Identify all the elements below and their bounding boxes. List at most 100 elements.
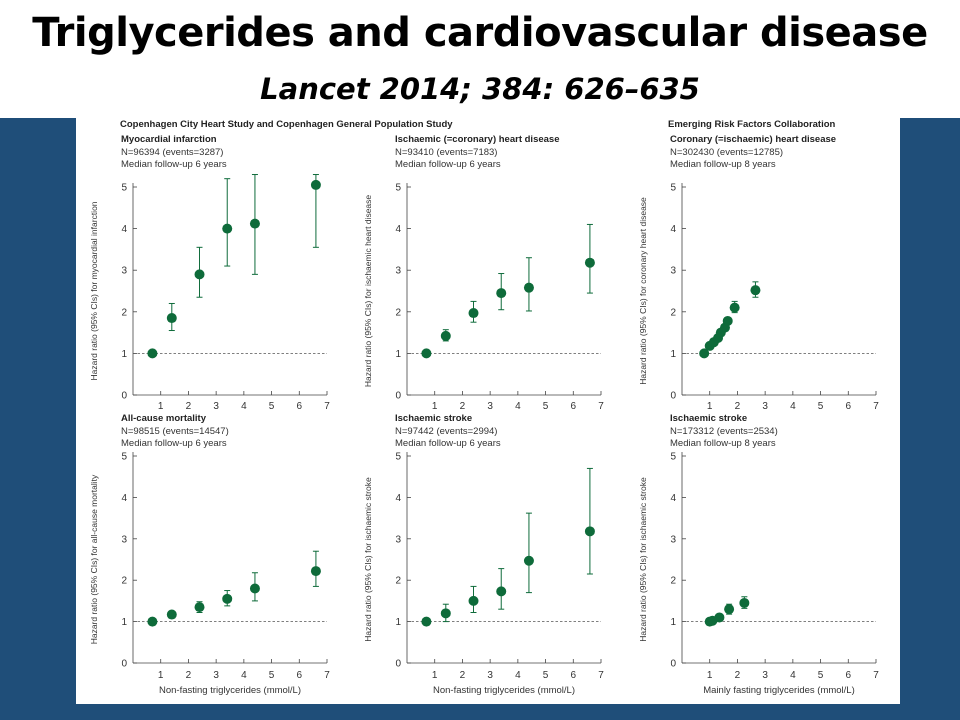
data-point [194, 602, 205, 613]
y-tick-label: 1 [121, 349, 127, 360]
x-tick-label: 7 [873, 401, 879, 412]
x-tick-label: 6 [297, 670, 303, 681]
x-tick-label: 1 [707, 670, 713, 681]
y-tick-label: 2 [395, 307, 401, 318]
panel-title: Coronary (=ischaemic) heart disease [670, 134, 836, 145]
x-tick-label: 4 [241, 670, 247, 681]
data-point [166, 609, 177, 620]
x-tick-label: 5 [269, 670, 275, 681]
data-point [496, 288, 507, 299]
y-tick-label: 3 [395, 266, 401, 277]
x-tick-label: 1 [158, 401, 164, 412]
data-point [440, 330, 451, 341]
x-tick-label: 3 [762, 670, 768, 681]
data-point [310, 179, 321, 190]
y-tick-label: 5 [395, 183, 401, 194]
x-tick-label: 5 [543, 401, 549, 412]
figure-panel: Copenhagen City Heart Study and Copenhag… [76, 110, 900, 704]
x-tick-label: 1 [432, 670, 438, 681]
y-tick-label: 4 [395, 493, 401, 504]
y-tick-label: 1 [670, 617, 676, 628]
y-axis-label: Hazard ratio (95% CIs) for ischaemic str… [363, 477, 373, 642]
data-point [714, 612, 725, 623]
panel-title: Ischaemic stroke [395, 413, 472, 424]
panel-info-line: N=97442 (events=2994) [395, 426, 497, 437]
x-tick-label: 3 [487, 401, 493, 412]
data-point [750, 285, 761, 296]
panel-info-line: Median follow-up 8 years [670, 438, 776, 449]
group-title-erfc: Emerging Risk Factors Collaboration [668, 119, 836, 130]
panel-title: All-cause mortality [121, 413, 207, 424]
panel-info-line: N=93410 (events=7183) [395, 147, 497, 158]
y-tick-label: 3 [395, 534, 401, 545]
chart-panel-2: Ischaemic (=coronary) heart disease N=934… [363, 134, 604, 412]
chart-panel-3: Coronary (=ischaemic) heart disease N=302… [638, 134, 879, 412]
y-tick-label: 4 [121, 224, 127, 235]
panel-title: Myocardial infarction [121, 134, 217, 145]
y-tick-label: 5 [670, 183, 676, 194]
y-tick-label: 3 [670, 534, 676, 545]
x-tick-label: 3 [487, 670, 493, 681]
y-tick-label: 4 [121, 493, 127, 504]
slide-subtitle: Lancet 2014; 384: 626–635 [260, 72, 700, 106]
x-axis-label: Mainly fasting triglycerides (mmol/L) [703, 685, 855, 696]
y-tick-label: 2 [121, 307, 127, 318]
x-tick-label: 2 [186, 670, 192, 681]
data-point [440, 608, 451, 619]
x-tick-label: 7 [598, 401, 604, 412]
x-tick-label: 4 [515, 670, 521, 681]
data-point [496, 586, 507, 597]
y-tick-label: 1 [395, 617, 401, 628]
x-axis-label: Non-fasting triglycerides (mmol/L) [433, 685, 575, 696]
x-tick-label: 1 [707, 401, 713, 412]
y-tick-label: 2 [670, 307, 676, 318]
chart-panel-6: Ischaemic stroke N=173312 (events=2534)Me… [638, 413, 879, 696]
data-point [584, 526, 595, 537]
x-tick-label: 6 [571, 401, 577, 412]
y-tick-label: 4 [395, 224, 401, 235]
y-tick-label: 2 [670, 576, 676, 587]
y-tick-label: 0 [395, 659, 401, 670]
data-point [699, 348, 710, 359]
x-tick-label: 2 [460, 401, 466, 412]
data-point [468, 595, 479, 606]
data-point [166, 313, 177, 324]
panel-info-line: N=302430 (events=12785) [670, 147, 783, 158]
x-tick-label: 4 [790, 670, 796, 681]
data-point [724, 604, 735, 615]
y-tick-label: 5 [395, 452, 401, 463]
chart-panel-5: Ischaemic stroke N=97442 (events=2994)Med… [363, 413, 604, 696]
data-point [729, 302, 740, 313]
data-point [249, 583, 260, 594]
x-tick-label: 5 [818, 401, 824, 412]
data-point [739, 597, 750, 608]
panel-info-line: Median follow-up 6 years [395, 159, 501, 170]
x-tick-label: 6 [297, 401, 303, 412]
panel-title: Ischaemic (=coronary) heart disease [395, 134, 559, 145]
y-axis-label: Hazard ratio (95% CIs) for ischaemic str… [638, 477, 648, 642]
x-tick-label: 2 [735, 401, 741, 412]
x-axis-label: Non-fasting triglycerides (mmol/L) [159, 685, 301, 696]
x-tick-label: 1 [158, 670, 164, 681]
y-tick-label: 4 [670, 493, 676, 504]
y-axis-label: Hazard ratio (95% CIs) for ischaemic hea… [363, 195, 373, 388]
x-tick-label: 6 [846, 401, 852, 412]
data-point [523, 282, 534, 293]
y-tick-label: 3 [121, 266, 127, 277]
data-point [194, 269, 205, 280]
panel-info-line: N=98515 (events=14547) [121, 426, 229, 437]
x-tick-label: 7 [324, 670, 330, 681]
panel-info-line: Median follow-up 6 years [395, 438, 501, 449]
panel-info-line: Median follow-up 8 years [670, 159, 776, 170]
x-tick-label: 7 [324, 401, 330, 412]
y-axis-label: Hazard ratio (95% CIs) for myocardial in… [89, 201, 99, 380]
chart-panel-1: Myocardial infarction N=96394 (events=328… [89, 134, 330, 412]
y-tick-label: 0 [670, 391, 676, 402]
data-point [722, 315, 733, 326]
data-point [222, 223, 233, 234]
y-tick-label: 3 [670, 266, 676, 277]
data-point [468, 308, 479, 319]
y-tick-label: 5 [670, 452, 676, 463]
x-tick-label: 4 [241, 401, 247, 412]
slide-title: Triglycerides and cardiovascular disease [32, 10, 928, 56]
